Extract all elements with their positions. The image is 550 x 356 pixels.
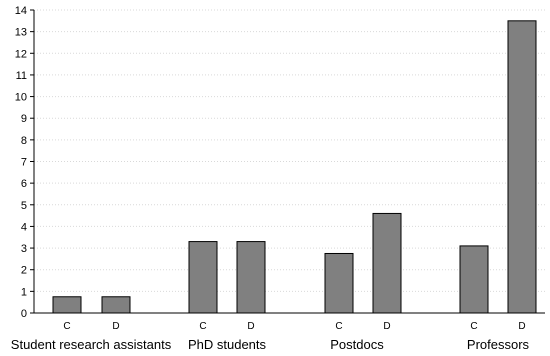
y-tick-label: 7 [21,157,27,169]
bar [236,241,266,314]
bar [372,212,402,314]
y-tick-label: 10 [15,92,27,104]
bar-category-label: C [63,321,70,332]
bar [101,296,131,314]
y-tick-label: 6 [21,178,27,190]
bar-category-label: D [518,321,525,332]
y-tick-label: 12 [15,48,27,60]
group-label: Student research assistants [11,337,172,352]
bar [507,20,537,314]
y-tick-label: 14 [15,5,27,17]
bar [324,252,354,314]
y-tick-label: 1 [21,286,27,298]
y-tick-label: 5 [21,200,27,212]
group-label: Postdocs [330,337,384,352]
y-tick-label: 9 [21,113,27,125]
bars [52,20,537,314]
bar-category-label: C [470,321,477,332]
y-tick-label: 0 [21,308,27,320]
bar-category-label: C [335,321,342,332]
y-tick-label: 3 [21,243,27,255]
y-tick-label: 13 [15,27,27,39]
y-tick-label: 11 [16,70,27,82]
bar [52,296,82,314]
bar-category-label: D [247,321,254,332]
x-axis-labels: C D Student research assistants C D PhD stude… [11,321,530,352]
group-label: PhD students [188,337,267,352]
grid-lines [34,9,545,292]
bar [188,241,218,314]
bar [459,245,489,314]
bar-category-label: C [199,321,206,332]
bar-category-label: D [112,321,119,332]
group-label: Professors [467,337,530,352]
y-tick-label: 4 [21,221,27,233]
y-tick-label: 2 [21,265,27,277]
y-tick-label: 8 [21,135,27,147]
bar-category-label: D [383,321,390,332]
